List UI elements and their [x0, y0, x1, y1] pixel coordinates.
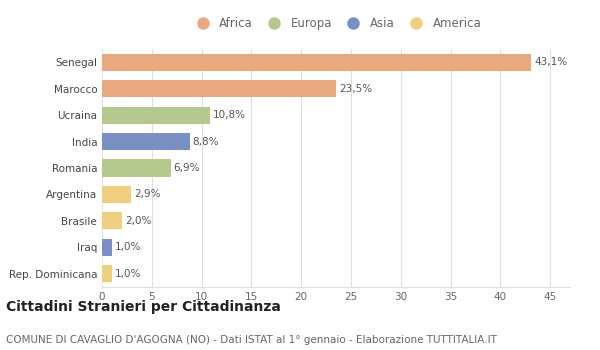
Text: 1,0%: 1,0% — [115, 269, 142, 279]
Text: 6,9%: 6,9% — [173, 163, 200, 173]
Bar — [102, 265, 112, 282]
Bar — [102, 106, 209, 124]
Bar — [102, 80, 336, 97]
Bar — [102, 54, 531, 71]
Text: 1,0%: 1,0% — [115, 242, 142, 252]
Text: Cittadini Stranieri per Cittadinanza: Cittadini Stranieri per Cittadinanza — [6, 301, 281, 315]
Text: 8,8%: 8,8% — [193, 136, 219, 147]
Text: 2,0%: 2,0% — [125, 216, 151, 226]
Text: 23,5%: 23,5% — [339, 84, 372, 94]
Text: 10,8%: 10,8% — [212, 110, 245, 120]
Bar — [102, 133, 190, 150]
Bar — [102, 159, 171, 177]
Bar — [102, 186, 131, 203]
Text: 2,9%: 2,9% — [134, 189, 160, 200]
Bar — [102, 239, 112, 256]
Legend: Africa, Europa, Asia, America: Africa, Europa, Asia, America — [191, 17, 481, 30]
Text: 43,1%: 43,1% — [534, 57, 567, 67]
Text: COMUNE DI CAVAGLIO D'AGOGNA (NO) - Dati ISTAT al 1° gennaio - Elaborazione TUTTI: COMUNE DI CAVAGLIO D'AGOGNA (NO) - Dati … — [6, 335, 497, 345]
Bar — [102, 212, 122, 230]
